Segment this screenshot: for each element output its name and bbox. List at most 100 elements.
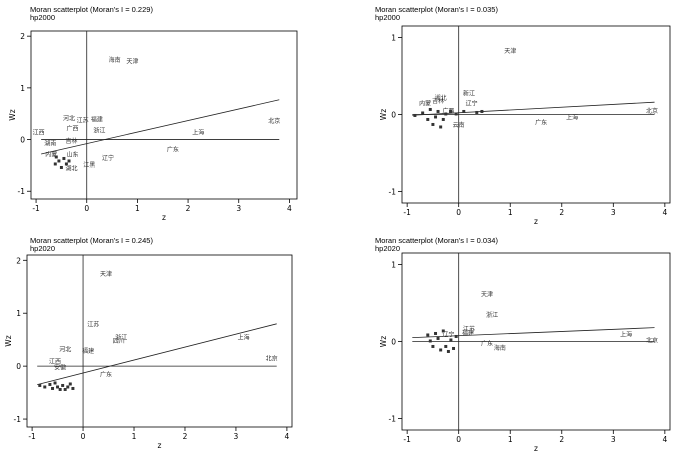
- x-axis-title: z: [534, 217, 538, 226]
- data-point-label: 四川: [113, 338, 125, 345]
- fit-line: [37, 323, 277, 386]
- data-point-label: 河北: [63, 114, 75, 122]
- data-point-label: 湖北: [435, 94, 447, 102]
- data-point-label: 江苏: [87, 320, 99, 328]
- y-tick-label: 0: [391, 111, 396, 120]
- data-point: ▪: [56, 384, 60, 391]
- x-tick-label: 2: [559, 435, 564, 444]
- data-point-label: 福建: [82, 347, 94, 355]
- y-tick-label: 0: [16, 362, 21, 371]
- data-point: ▪: [441, 116, 445, 123]
- data-point: ▪: [454, 110, 458, 117]
- data-point: ▪: [68, 381, 72, 388]
- data-point: ▪: [441, 327, 445, 334]
- x-tick-label: 4: [662, 435, 667, 444]
- y-axis-title: Wz: [4, 335, 13, 346]
- data-point-label: 浙江: [486, 311, 498, 319]
- y-tick-label: 1: [16, 309, 21, 318]
- data-point: ▪: [433, 330, 437, 337]
- data-point: ▪: [426, 116, 430, 123]
- data-point-label: 北京: [266, 355, 278, 363]
- data-point-label: 内蒙: [45, 151, 57, 159]
- x-tick-label: 3: [236, 204, 241, 213]
- data-point: ▪: [428, 337, 432, 344]
- y-axis-title: Wz: [379, 109, 388, 120]
- x-tick-label: 0: [456, 208, 461, 217]
- data-point-label: 河北: [59, 346, 71, 354]
- data-point-label: 云南: [453, 121, 465, 129]
- data-point-label: 浙江: [115, 334, 127, 342]
- data-point-label: 新江: [463, 89, 475, 97]
- x-axis-title: z: [534, 444, 538, 453]
- data-point: ▪: [439, 124, 443, 131]
- data-point: ▪: [433, 114, 437, 121]
- y-axis-title: Wz: [379, 336, 388, 347]
- y-tick-label: 0: [20, 136, 25, 145]
- x-tick-label: 2: [559, 208, 564, 217]
- data-point: ▪: [446, 348, 450, 355]
- data-point-label: 江苏: [463, 325, 475, 333]
- data-point-label: 天津: [100, 271, 112, 278]
- y-tick-label: -1: [389, 414, 397, 423]
- data-point-label: 湖北: [66, 164, 78, 172]
- chart-title: Moran scatterplot (Moran's I = 0.034): [375, 236, 498, 245]
- chart-subtitle: hp2000: [30, 13, 56, 22]
- data-point-label: 内蒙: [419, 99, 431, 107]
- fit-line: [41, 99, 280, 155]
- data-point: ▪: [480, 108, 484, 115]
- data-point-label: 江苏: [77, 116, 89, 124]
- chart-title: Moran scatterplot (Moran's I = 0.035): [375, 5, 498, 14]
- chart-panel-1: Moran scatterplot (Moran's I = 0.229) hp…: [0, 0, 345, 228]
- y-tick-label: -1: [14, 415, 22, 424]
- chart-panel-4: Moran scatterplot (Moran's I = 0.034) hp…: [345, 227, 690, 455]
- data-point-label: 上海: [192, 128, 204, 136]
- chart-title: Moran scatterplot (Moran's I = 0.245): [30, 236, 153, 245]
- data-point-label: 广西: [442, 107, 454, 115]
- data-point-label: 上海: [238, 334, 250, 342]
- data-point: ▪: [454, 333, 458, 340]
- data-point: ▪: [43, 384, 47, 391]
- data-point-label: 安徽: [54, 364, 66, 372]
- x-tick-label: 4: [287, 204, 292, 213]
- y-tick-label: -1: [389, 187, 397, 196]
- plot-frame: [26, 254, 293, 428]
- data-point: ▪: [444, 343, 448, 350]
- data-point: ▪: [58, 386, 62, 393]
- data-point-label: 海南: [494, 344, 506, 352]
- data-point: ▪: [431, 343, 435, 350]
- y-tick-label: 0: [391, 338, 396, 347]
- data-point: ▪: [71, 385, 75, 392]
- data-point: ▪: [38, 382, 42, 389]
- chart-subtitle: hp2020: [30, 244, 56, 253]
- data-point: ▪: [63, 386, 67, 393]
- y-tick-label: 1: [20, 84, 25, 93]
- data-point: ▪: [57, 158, 61, 165]
- scatter-plot-svg: -101-1 0 1 2 3 4zWz天津浙江江苏福建辽宁广东海南上海北京▪▪▪▪▪▪▪▪…: [379, 252, 671, 453]
- data-point-label: 海南: [109, 56, 121, 64]
- data-point-label: 江黑: [83, 162, 95, 169]
- data-point: ▪: [53, 380, 57, 387]
- x-tick-label: 0: [81, 432, 86, 441]
- fit-line: [412, 101, 655, 116]
- data-point-label: 北京: [646, 107, 658, 115]
- x-tick-label: 3: [611, 435, 616, 444]
- x-tick-label: 4: [662, 208, 667, 217]
- data-point-label: 广东: [167, 145, 179, 153]
- data-point: ▪: [54, 154, 58, 161]
- data-point-label: 江西: [49, 358, 61, 365]
- data-point-label: 上海: [566, 113, 578, 121]
- x-tick-label: 2: [183, 432, 188, 441]
- x-tick-label: -1: [403, 208, 411, 217]
- data-point: ▪: [48, 381, 52, 388]
- data-point-label: 广东: [100, 371, 112, 379]
- data-point-label: 福建: [91, 115, 103, 123]
- y-tick-label: 1: [391, 34, 396, 43]
- data-point-label: 辽宁: [466, 99, 478, 107]
- data-point: ▪: [449, 337, 453, 344]
- data-point: ▪: [428, 106, 432, 113]
- x-tick-label: 1: [132, 432, 137, 441]
- y-tick-label: 2: [20, 32, 25, 41]
- y-tick-label: -1: [18, 187, 26, 196]
